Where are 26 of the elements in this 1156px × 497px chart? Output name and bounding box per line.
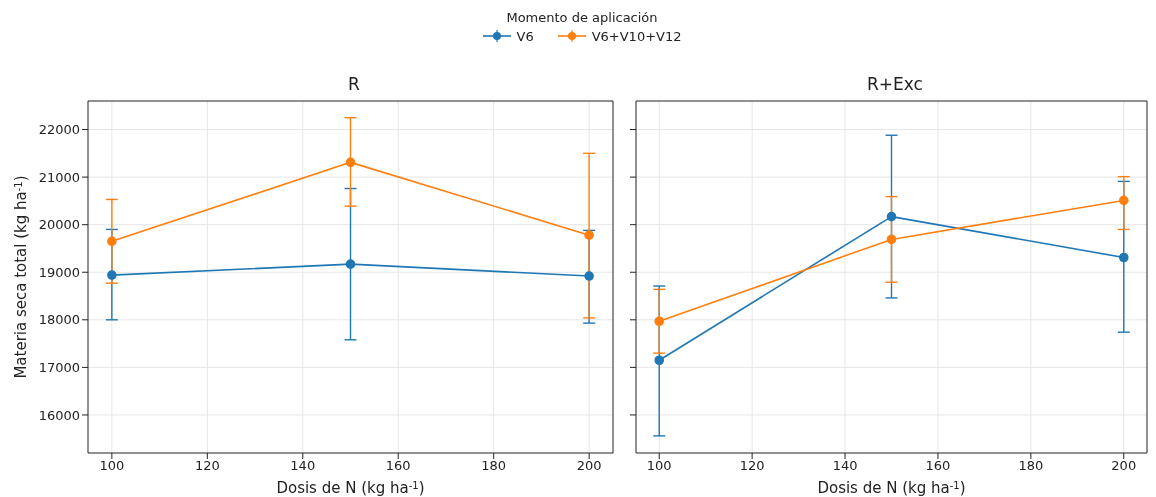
legend-label: V6+V10+V12 <box>591 28 682 44</box>
x-axis-title: Dosis de N (kg ha$^{-1}$) <box>276 479 425 497</box>
y-tick-label: 18000 <box>38 312 80 328</box>
x-tick-label: 200 <box>1111 458 1137 474</box>
x-tick-label: 160 <box>925 458 951 474</box>
chart-title: R+Exc <box>866 74 924 96</box>
legend-label: V6 <box>516 28 534 44</box>
x-tick-label: 120 <box>739 458 765 474</box>
y-tick-label: 22000 <box>38 122 80 138</box>
x-tick-label: 180 <box>481 458 507 474</box>
legend-title: Momento de aplicación <box>506 10 658 25</box>
x-tick-label: 100 <box>646 458 672 474</box>
x-axis-title: Dosis de N (kg ha$^{-1}$) <box>817 479 966 497</box>
y-tick-label: 16000 <box>38 407 80 423</box>
x-tick-label: 140 <box>832 458 858 474</box>
y-tick-label: 20000 <box>38 217 80 233</box>
y-tick-label: 17000 <box>38 359 80 375</box>
chart-title: R <box>347 74 361 96</box>
x-tick-label: 120 <box>194 458 220 474</box>
x-tick-label: 100 <box>99 458 125 474</box>
y-tick-label: 21000 <box>38 169 80 185</box>
x-tick-label: 180 <box>1018 458 1044 474</box>
x-tick-label: 140 <box>290 458 316 474</box>
x-tick-label: 160 <box>385 458 411 474</box>
x-tick-label: 200 <box>576 458 602 474</box>
y-tick-label: 19000 <box>38 264 80 280</box>
